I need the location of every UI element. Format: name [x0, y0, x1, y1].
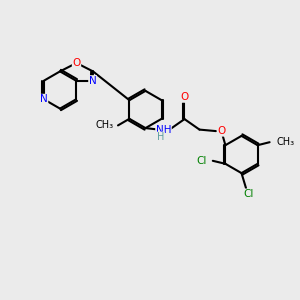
Text: H: H	[157, 132, 164, 142]
Text: O: O	[72, 58, 81, 68]
Text: Cl: Cl	[244, 189, 254, 199]
Text: NH: NH	[156, 124, 171, 135]
Text: Cl: Cl	[196, 156, 207, 166]
Text: N: N	[40, 94, 48, 104]
Text: O: O	[180, 92, 189, 102]
Text: CH₃: CH₃	[276, 137, 294, 147]
Text: CH₃: CH₃	[95, 120, 113, 130]
Text: N: N	[89, 76, 97, 86]
Text: O: O	[217, 126, 226, 136]
